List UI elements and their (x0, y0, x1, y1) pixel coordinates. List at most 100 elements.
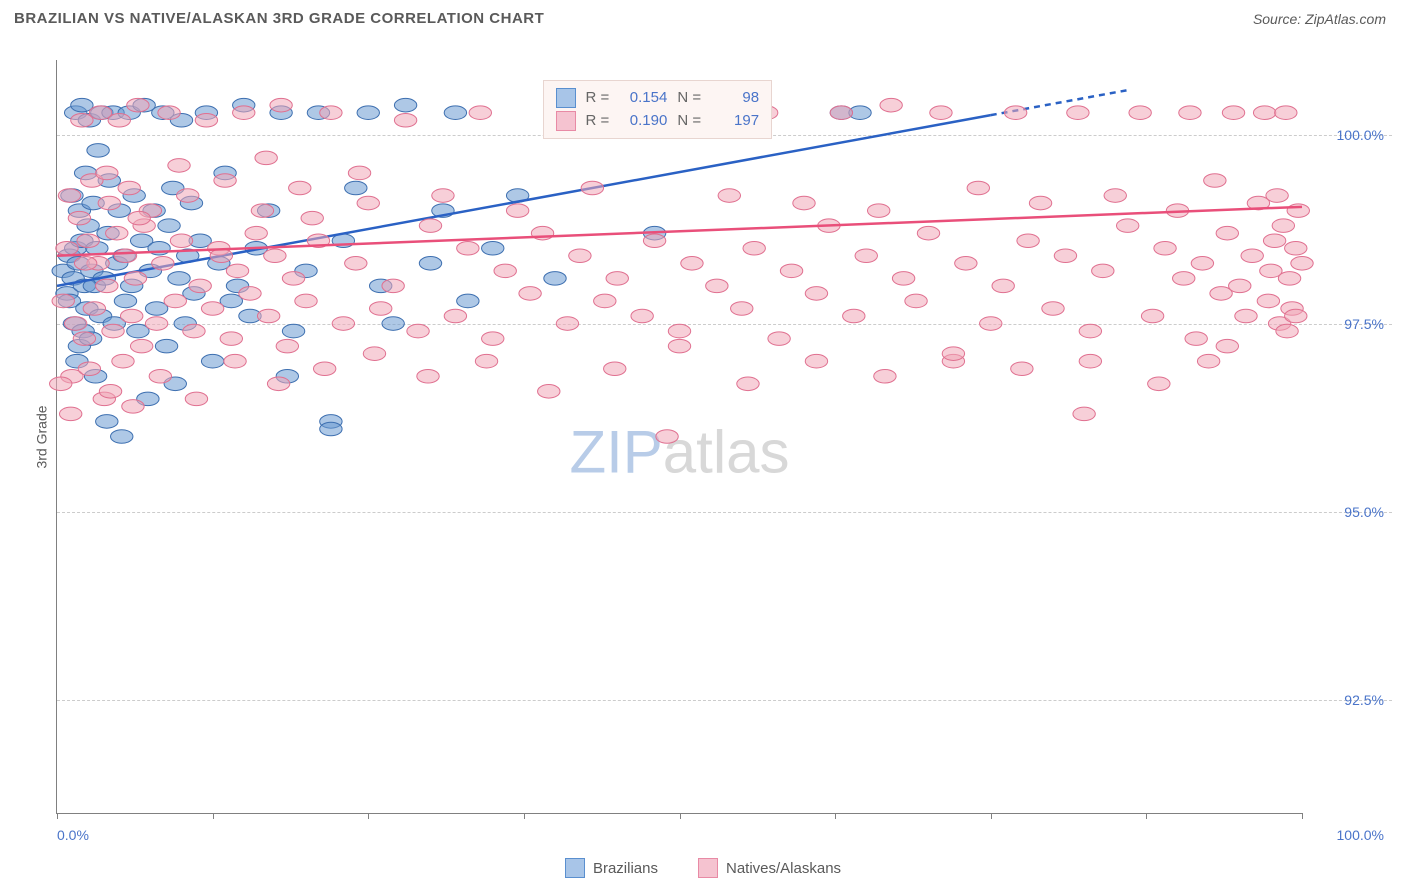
scatter-point (149, 369, 171, 383)
scatter-point (867, 204, 889, 218)
scatter-point (189, 279, 211, 293)
scatter-point (52, 294, 74, 308)
scatter-point (127, 98, 149, 112)
scatter-point (793, 196, 815, 210)
scatter-point (112, 354, 134, 368)
stat-r-value: 0.190 (619, 110, 667, 133)
legend-swatch-icon (556, 88, 576, 108)
scatter-point (1253, 106, 1275, 120)
scatter-point (170, 234, 192, 248)
scatter-point (892, 272, 914, 286)
scatter-point (1017, 234, 1039, 248)
scatter-point (59, 407, 81, 421)
scatter-point (128, 211, 150, 225)
legend-swatch-icon (698, 858, 718, 878)
scatter-point (768, 332, 790, 346)
scatter-point (106, 226, 128, 240)
legend-item: Natives/Alaskans (698, 858, 841, 878)
scatter-point (257, 309, 279, 323)
scatter-point (168, 159, 190, 173)
scatter-point (320, 106, 342, 120)
scatter-point (369, 302, 391, 316)
scatter-point (87, 144, 109, 158)
scatter-point (1285, 241, 1307, 255)
scatter-point (164, 294, 186, 308)
y-axis-label: 3rd Grade (34, 405, 50, 468)
scatter-point (152, 257, 174, 271)
scatter-point (98, 196, 120, 210)
scatter-point (68, 211, 90, 225)
scatter-point (494, 264, 516, 278)
scatter-point (1092, 264, 1114, 278)
scatter-point (1004, 106, 1026, 120)
scatter-point (1216, 339, 1238, 353)
y-tick-label: 92.5% (1344, 692, 1384, 708)
scatter-point (118, 181, 140, 195)
scatter-point (1241, 249, 1263, 263)
scatter-point (581, 181, 603, 195)
scatter-point (195, 113, 217, 127)
scatter-point (955, 257, 977, 271)
scatter-point (74, 257, 96, 271)
scatter-point (843, 309, 865, 323)
y-tick-label: 100.0% (1337, 127, 1384, 143)
scatter-point (917, 226, 939, 240)
scatter-point (1141, 309, 1163, 323)
scatter-point (64, 317, 86, 331)
scatter-point (96, 166, 118, 180)
scatter-point (220, 332, 242, 346)
scatter-point (56, 241, 78, 255)
scatter-point (905, 294, 927, 308)
scatter-point (332, 317, 354, 331)
scatter-point (1011, 362, 1033, 376)
scatter-point (942, 347, 964, 361)
scatter-point (1067, 106, 1089, 120)
scatter-point (606, 272, 628, 286)
x-tick (368, 813, 369, 819)
scatter-point (276, 339, 298, 353)
scatter-point (214, 174, 236, 188)
scatter-point (120, 309, 142, 323)
scatter-point (1275, 106, 1297, 120)
x-tick (524, 813, 525, 819)
scatter-point (345, 181, 367, 195)
scatter-point (1278, 272, 1300, 286)
stat-n-label: N = (677, 110, 701, 133)
scatter-point (805, 354, 827, 368)
scatter-point (805, 287, 827, 301)
scatter-point (457, 294, 479, 308)
scatter-point (255, 151, 277, 165)
legend-swatch-icon (565, 858, 585, 878)
scatter-point (1229, 279, 1251, 293)
scatter-point (363, 347, 385, 361)
scatter-point (1029, 196, 1051, 210)
scatter-point (158, 106, 180, 120)
scatter-point (102, 324, 124, 338)
scatter-point (114, 249, 136, 263)
scatter-point (1079, 324, 1101, 338)
chart-title: BRAZILIAN VS NATIVE/ALASKAN 3RD GRADE CO… (14, 10, 544, 27)
scatter-point (111, 430, 133, 444)
scatter-point (1235, 309, 1257, 323)
chart-header: BRAZILIAN VS NATIVE/ALASKAN 3RD GRADE CO… (0, 0, 1406, 33)
scatter-point (183, 324, 205, 338)
scatter-point (224, 354, 246, 368)
scatter-point (394, 98, 416, 112)
scatter-point (419, 219, 441, 233)
legend-label: Natives/Alaskans (726, 860, 841, 877)
scatter-point (382, 317, 404, 331)
scatter-point (980, 317, 1002, 331)
stat-r-label: R = (586, 110, 610, 133)
scatter-point (1276, 324, 1298, 338)
scatter-point (469, 106, 491, 120)
stat-r-value: 0.154 (619, 87, 667, 110)
scatter-point (556, 317, 578, 331)
scatter-point (348, 166, 370, 180)
scatter-point (1266, 189, 1288, 203)
stat-legend: R =0.154N =98R =0.190N =197 (543, 80, 773, 139)
scatter-point (78, 362, 100, 376)
x-tick (835, 813, 836, 819)
scatter-point (643, 234, 665, 248)
chart-source: Source: ZipAtlas.com (1253, 11, 1386, 27)
scatter-point (201, 354, 223, 368)
